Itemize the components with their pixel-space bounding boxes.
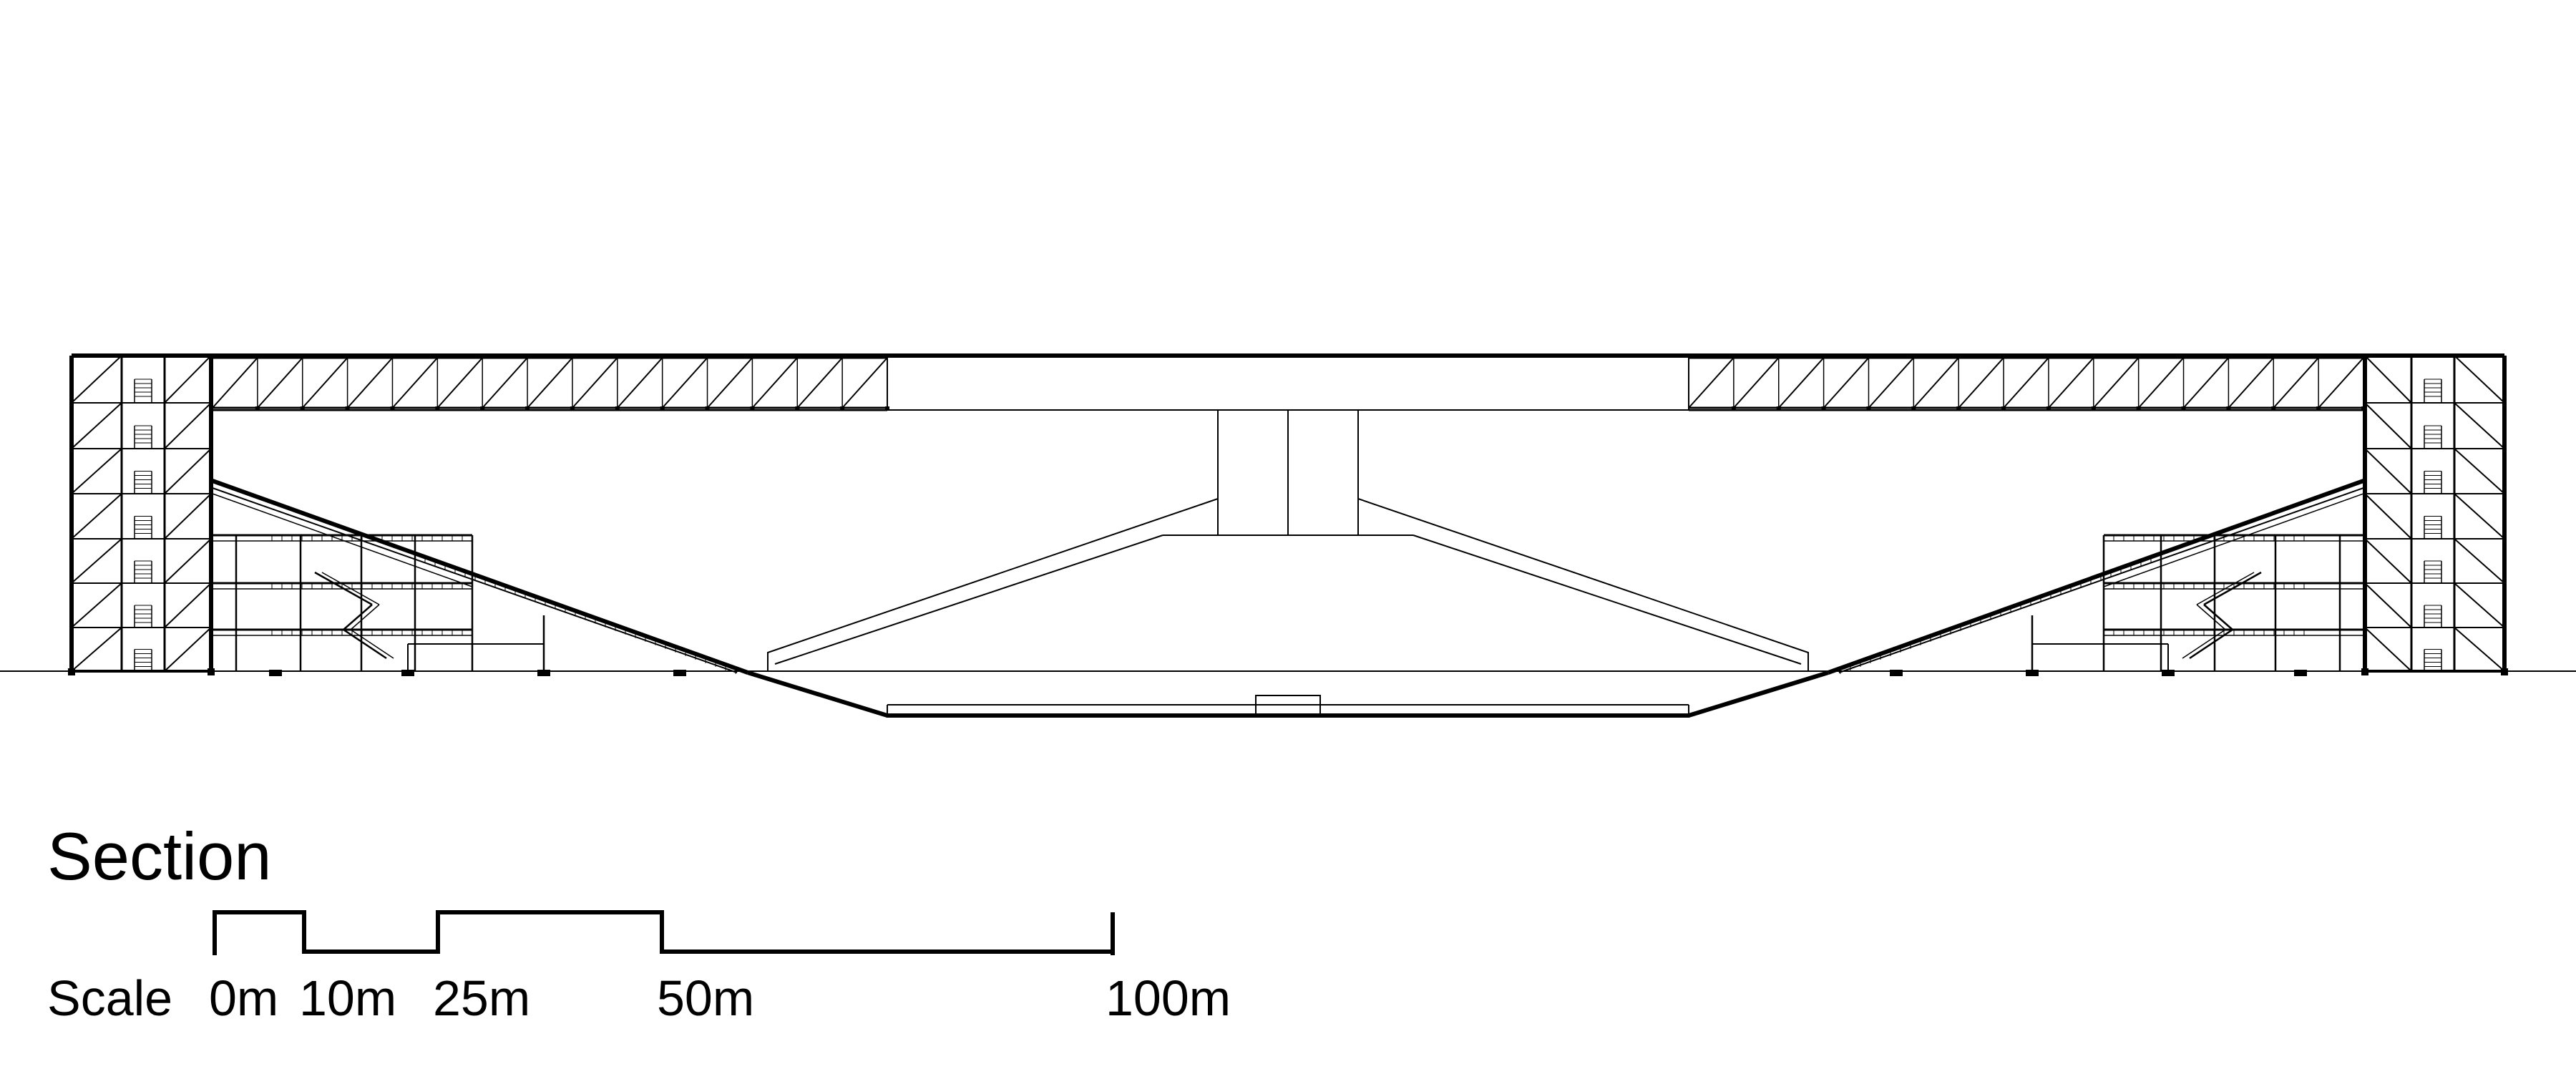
scale-mark-50m: 50m — [657, 970, 755, 1026]
left-roof-truss — [212, 356, 889, 411]
scale-mark-0m: 0m — [209, 970, 279, 1026]
scale-mark-10m: 10m — [299, 970, 397, 1026]
roof-structure — [72, 353, 2504, 411]
pitch-floor — [747, 670, 1829, 718]
scale-mark-100m: 100m — [1106, 970, 1231, 1026]
scale-mark-25m: 25m — [433, 970, 531, 1026]
right-grandstand — [1827, 479, 2365, 676]
left-grandstand — [211, 479, 749, 676]
left-tower-frame — [68, 353, 215, 675]
right-tower-frame — [2361, 353, 2508, 675]
right-roof-truss — [1688, 356, 2366, 411]
scale-label: Scale — [47, 970, 173, 1026]
scale-bar — [213, 910, 1115, 955]
drawing-title: Section — [47, 819, 272, 894]
central-pyramid — [767, 409, 1809, 671]
